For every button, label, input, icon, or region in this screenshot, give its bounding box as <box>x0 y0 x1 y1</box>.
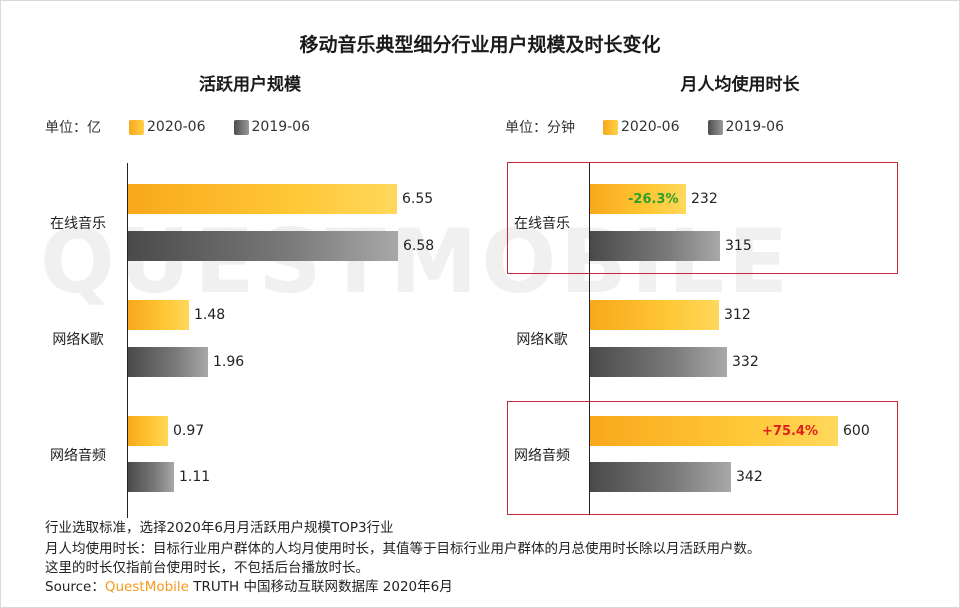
right-bar-audio-2019-06 <box>590 462 731 492</box>
right-value-label-audio-2019-06: 342 <box>736 469 763 485</box>
left-legend: 单位：亿 2020-06 2019-06 <box>45 117 310 137</box>
right-legend: 单位：分钟 2020-06 2019-06 <box>505 117 784 137</box>
legend-label-2020: 2020-06 <box>147 119 206 135</box>
left-bar-audio-2020-06 <box>128 416 168 446</box>
legend-label-2019: 2019-06 <box>725 119 785 135</box>
legend-label-2020: 2020-06 <box>621 119 680 135</box>
right-bar-karaoke-2020-06 <box>590 300 719 330</box>
left-axis <box>127 163 128 518</box>
right-bar-karaoke-2019-06 <box>590 347 727 377</box>
left-value-label-audio-2020-06: 0.97 <box>173 423 205 439</box>
left-value-label-online-music-2019-06: 6.58 <box>403 238 435 254</box>
right-category-online-music: 在线音乐 <box>514 216 570 232</box>
legend-label-2019: 2019-06 <box>251 119 311 135</box>
right-chart-title: 月人均使用时长 <box>680 75 800 95</box>
right-axis <box>589 163 590 515</box>
left-category-online-music: 在线音乐 <box>50 216 106 232</box>
right-value-label-karaoke-2019-06: 332 <box>732 354 759 370</box>
watermark: QUESTMOBILE <box>40 210 793 313</box>
left-bar-online-music-2019-06 <box>128 231 398 261</box>
right-bar-audio-2020-06 <box>590 416 838 446</box>
highlight-box-online-music <box>507 162 898 274</box>
right-bar-online-music-2019-06 <box>590 231 720 261</box>
right-value-label-karaoke-2020-06: 312 <box>724 307 751 323</box>
source-brand: QuestMobile <box>104 579 189 595</box>
right-category-karaoke: 网络K歌 <box>516 332 568 348</box>
right-unit-label: 单位：分钟 <box>505 120 575 136</box>
left-bar-karaoke-2020-06 <box>128 300 189 330</box>
legend-swatch-2019 <box>707 119 723 135</box>
footer-source: Source：QuestMobile TRUTH 中国移动互联网数据库 2020… <box>45 575 453 595</box>
footer-definition: 月人均使用时长：目标行业用户群体的人均月使用时长，其值等于目标行业用户群体的月总… <box>45 541 761 557</box>
left-bar-karaoke-2019-06 <box>128 347 208 377</box>
left-value-label-karaoke-2019-06: 1.96 <box>213 354 245 370</box>
legend-swatch-2020 <box>129 119 144 135</box>
legend-swatch-2020 <box>603 119 618 135</box>
right-value-label-audio-2020-06: 600 <box>843 423 870 439</box>
source-rest: TRUTH 中国移动互联网数据库 2020年6月 <box>188 579 453 595</box>
left-value-label-online-music-2020-06: 6.55 <box>402 191 434 207</box>
footer-note: 这里的时长仅指前台使用时长，不包括后台播放时长。 <box>45 560 369 576</box>
left-chart-title: 活跃用户规模 <box>199 75 301 95</box>
left-bar-audio-2019-06 <box>128 462 174 492</box>
change-annotation-online-music: -26.3% <box>628 192 679 207</box>
right-category-audio: 网络音频 <box>514 448 570 464</box>
chart-title: 移动音乐典型细分行业用户规模及时长变化 <box>299 34 661 56</box>
right-value-label-online-music-2019-06: 315 <box>725 238 752 254</box>
left-bar-online-music-2020-06 <box>128 184 397 214</box>
highlight-box-audio <box>507 401 898 515</box>
left-unit-label: 单位：亿 <box>45 120 101 136</box>
source-prefix: Source： <box>45 579 105 595</box>
left-value-label-audio-2019-06: 1.11 <box>179 469 211 485</box>
left-category-karaoke: 网络K歌 <box>52 332 104 348</box>
left-category-audio: 网络音频 <box>50 448 106 464</box>
legend-swatch-2019 <box>233 119 249 135</box>
footer-criteria: 行业选取标准，选择2020年6月月活跃用户规模TOP3行业 <box>45 520 394 536</box>
left-value-label-karaoke-2020-06: 1.48 <box>194 307 226 323</box>
right-value-label-online-music-2020-06: 232 <box>691 191 718 207</box>
change-annotation-audio: +75.4% <box>762 424 818 439</box>
right-bar-online-music-2020-06 <box>590 184 686 214</box>
